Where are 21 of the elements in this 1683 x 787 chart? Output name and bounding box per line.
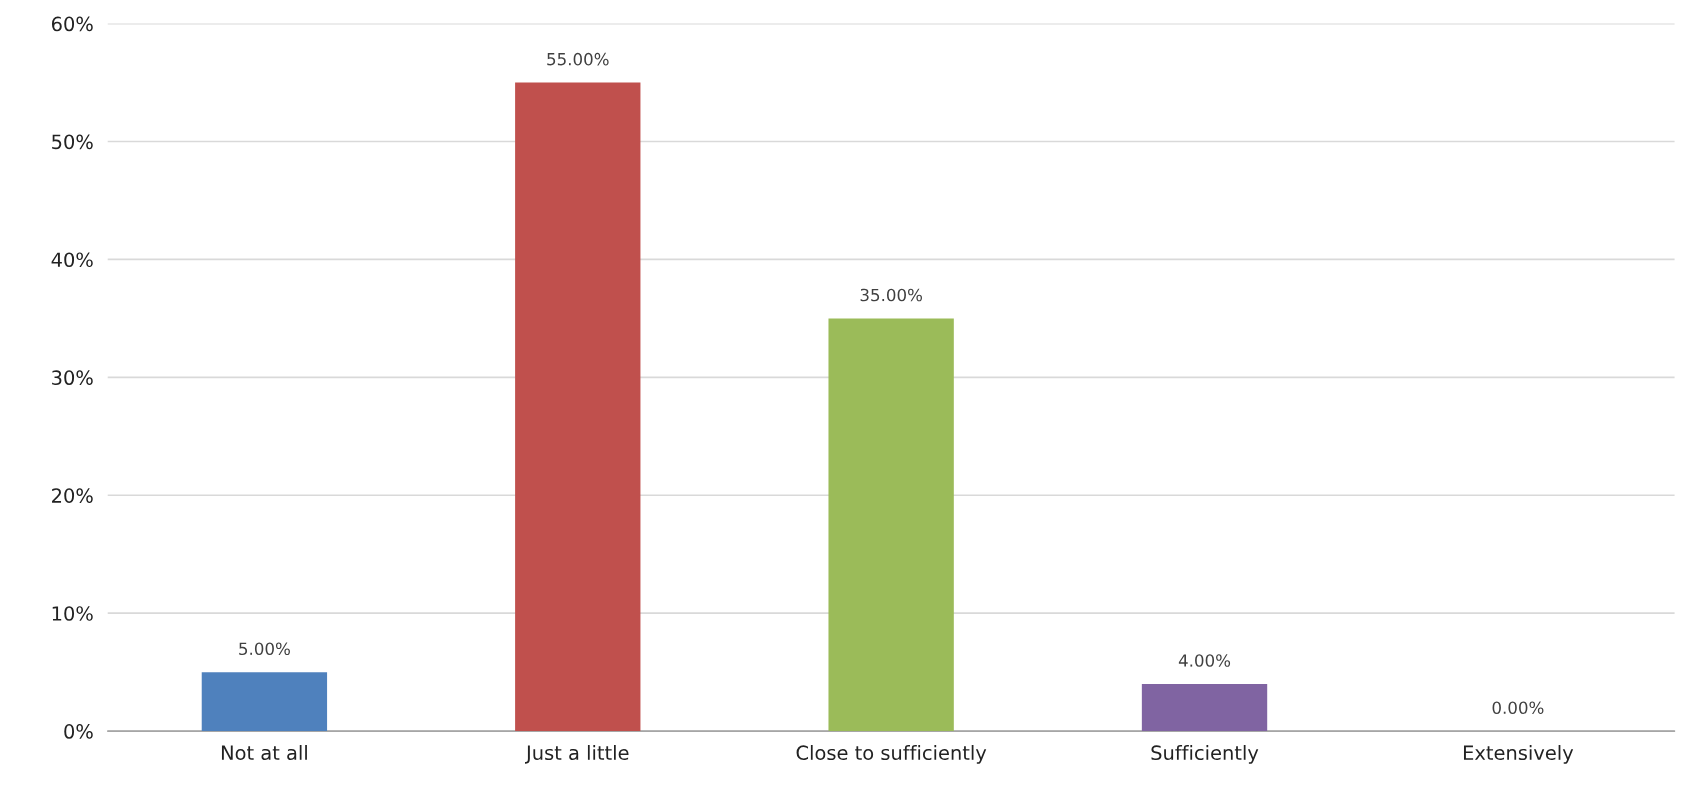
bar: [515, 82, 641, 732]
bar: [201, 672, 328, 732]
x-tick-label: Close to sufficiently: [796, 745, 987, 764]
y-tick-label: 50%: [52, 134, 93, 150]
x-tick-label: Just a little: [525, 745, 629, 764]
y-tick-label: 30%: [52, 370, 93, 386]
data-label: 4.00%: [1178, 654, 1231, 667]
y-tick-label: 10%: [52, 606, 93, 621]
bar: [1141, 683, 1268, 732]
y-tick-label: 40%: [51, 252, 93, 268]
y-tick-label: 0%: [64, 724, 93, 739]
x-tick-label: Sufficiently: [1151, 745, 1259, 764]
x-tick-label: Extensively: [1464, 745, 1574, 764]
data-label: 5.00%: [239, 642, 290, 656]
data-label: 35.00%: [860, 288, 922, 302]
data-label: 0.00%: [1492, 701, 1544, 715]
x-tick-label: Not at all: [221, 745, 307, 761]
y-tick-label: 60%: [51, 16, 93, 32]
data-label: 55.00%: [547, 52, 609, 66]
bar: [828, 318, 954, 732]
y-tick-label: 20%: [52, 488, 93, 503]
